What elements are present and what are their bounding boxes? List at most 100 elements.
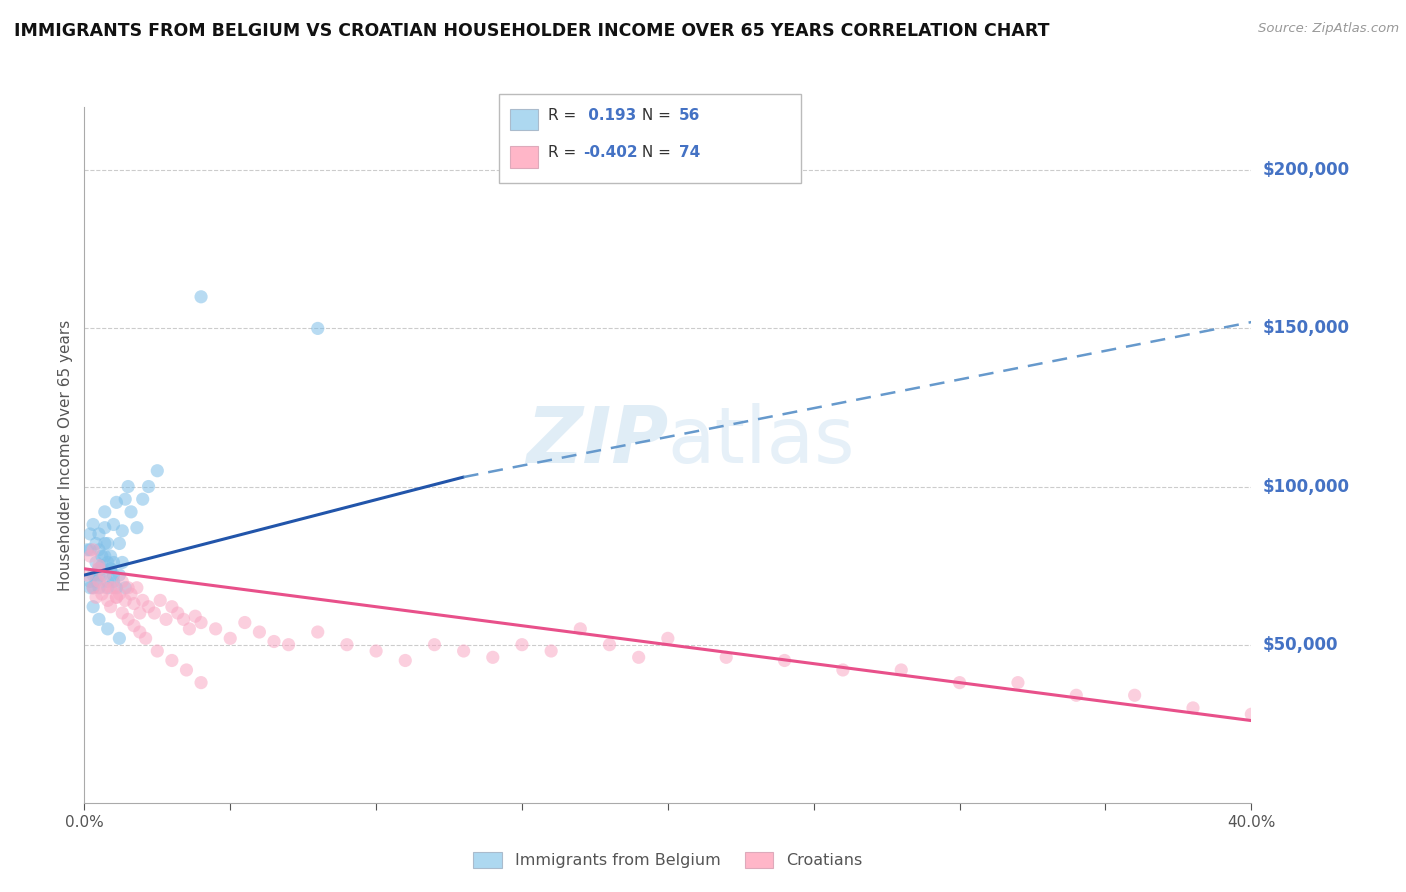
Point — [103, 574, 125, 589]
Point — [97, 622, 120, 636]
Point — [117, 612, 139, 626]
Point — [173, 612, 195, 626]
Point — [97, 574, 120, 589]
Text: atlas: atlas — [668, 403, 855, 479]
Point — [117, 581, 139, 595]
Point — [132, 492, 155, 507]
Point — [111, 574, 134, 589]
Point — [120, 587, 142, 601]
Point — [100, 549, 122, 563]
Point — [79, 574, 101, 589]
Point — [82, 542, 104, 557]
Point — [105, 581, 128, 595]
Point — [540, 644, 562, 658]
Point — [84, 536, 107, 550]
Point — [307, 321, 329, 335]
Point — [105, 591, 128, 605]
Point — [773, 653, 796, 667]
Point — [82, 581, 104, 595]
Text: N =: N = — [637, 145, 676, 160]
Point — [82, 568, 104, 582]
Point — [714, 650, 737, 665]
Text: 74: 74 — [679, 145, 700, 160]
Point — [122, 618, 145, 632]
Point — [832, 663, 855, 677]
Point — [87, 574, 110, 589]
Text: ZIP: ZIP — [526, 403, 668, 479]
Point — [105, 591, 128, 605]
Point — [97, 536, 120, 550]
Point — [94, 549, 117, 563]
Point — [128, 625, 150, 640]
Point — [155, 612, 177, 626]
Text: 56: 56 — [679, 108, 700, 122]
Point — [97, 593, 120, 607]
Point — [149, 593, 172, 607]
Point — [204, 622, 226, 636]
Point — [114, 581, 136, 595]
Point — [117, 479, 139, 493]
Legend: Immigrants from Belgium, Croatians: Immigrants from Belgium, Croatians — [467, 846, 869, 875]
Point — [87, 562, 110, 576]
Point — [87, 558, 110, 573]
Point — [657, 632, 679, 646]
Point — [79, 549, 101, 563]
Point — [138, 479, 160, 493]
Point — [481, 650, 505, 665]
Point — [100, 562, 122, 576]
Point — [120, 505, 142, 519]
Point — [890, 663, 912, 677]
Point — [79, 527, 101, 541]
Point — [1181, 701, 1204, 715]
Point — [94, 521, 117, 535]
Point — [166, 606, 188, 620]
Point — [76, 542, 98, 557]
Text: R =: R = — [548, 108, 582, 122]
Point — [111, 556, 134, 570]
Point — [277, 638, 299, 652]
Point — [569, 622, 592, 636]
Point — [100, 599, 122, 614]
Point — [90, 587, 112, 601]
Point — [219, 632, 242, 646]
Text: IMMIGRANTS FROM BELGIUM VS CROATIAN HOUSEHOLDER INCOME OVER 65 YEARS CORRELATION: IMMIGRANTS FROM BELGIUM VS CROATIAN HOUS… — [14, 22, 1049, 40]
Point — [108, 632, 131, 646]
Point — [160, 599, 183, 614]
Point — [94, 568, 117, 582]
Point — [453, 644, 475, 658]
Point — [176, 663, 198, 677]
Point — [111, 606, 134, 620]
Text: $150,000: $150,000 — [1263, 319, 1350, 337]
Point — [103, 568, 125, 582]
Point — [135, 632, 157, 646]
Point — [125, 521, 148, 535]
Point — [108, 587, 131, 601]
Point — [87, 542, 110, 557]
Y-axis label: Householder Income Over 65 years: Householder Income Over 65 years — [58, 319, 73, 591]
Point — [90, 562, 112, 576]
Point — [84, 568, 107, 582]
Point — [190, 675, 212, 690]
Text: 0.193: 0.193 — [583, 108, 637, 122]
Text: N =: N = — [637, 108, 676, 122]
Point — [90, 549, 112, 563]
Point — [108, 568, 131, 582]
Point — [90, 568, 112, 582]
Point — [79, 581, 101, 595]
Point — [87, 527, 110, 541]
Point — [82, 581, 104, 595]
Point — [111, 524, 134, 538]
Point — [100, 562, 122, 576]
Point — [82, 599, 104, 614]
Point — [105, 495, 128, 509]
Point — [1240, 707, 1263, 722]
Point — [599, 638, 621, 652]
Point — [1123, 688, 1146, 702]
Point — [307, 625, 329, 640]
Point — [82, 517, 104, 532]
Point — [233, 615, 256, 630]
Point — [87, 612, 110, 626]
Point — [103, 581, 125, 595]
Point — [114, 492, 136, 507]
Point — [87, 581, 110, 595]
